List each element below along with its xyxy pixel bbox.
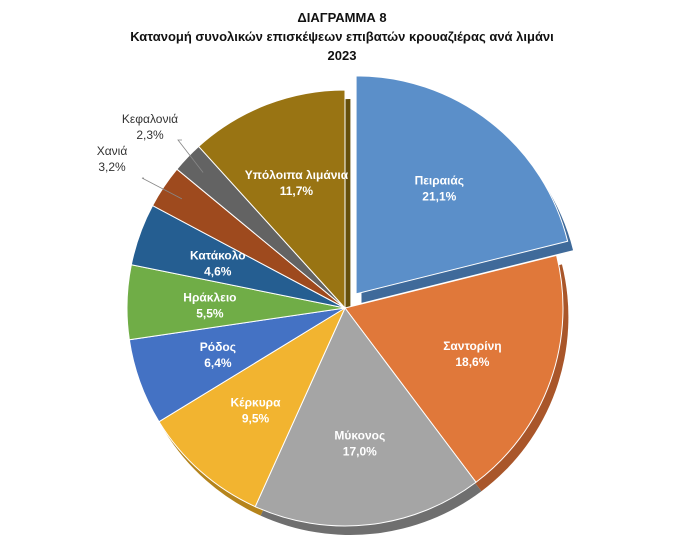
pie-slice-3-value-label: 17,0% xyxy=(343,444,377,458)
pie-slice-8-value-label: 3,2% xyxy=(98,160,126,174)
pie-slice-6-label: Ηράκλειο xyxy=(183,290,236,304)
pie-slice-10-label: Υπόλοιπα λιμάνια xyxy=(245,168,349,182)
pie-slice-1-label: Πειραιάς xyxy=(415,173,464,187)
pie-slice-4-value-label: 9,5% xyxy=(242,411,270,425)
pie-slice-1 xyxy=(355,75,569,295)
pie-slice-1-value-label: 21,1% xyxy=(422,189,456,203)
chart-year: 2023 xyxy=(327,48,357,63)
pie-slice-9-leader-line xyxy=(177,139,204,173)
pie-slice-3 xyxy=(254,307,477,527)
pie-slice-2 xyxy=(344,254,564,483)
pie-slice-3-label: Μύκονος xyxy=(334,428,385,442)
leader-line-layer xyxy=(141,139,204,200)
chart-title: ΔΙΑΓΡΑΜΜΑ 8 xyxy=(297,10,387,25)
pie-slice-9-label: Κεφαλονιά xyxy=(122,112,178,126)
pie-slice-7-label: Κατάκολο xyxy=(190,248,246,262)
pie-slice-layer xyxy=(126,75,569,527)
pie-slice-9-value-label: 2,3% xyxy=(136,128,164,142)
pie-slice-5-label: Ρόδος xyxy=(200,340,236,354)
pie-slice-4 xyxy=(158,306,347,508)
pie-slice-8-leader-line xyxy=(141,177,183,200)
pie-slice-8-label: Χανιά xyxy=(97,144,128,158)
pie-slice-4-label: Κέρκυρα xyxy=(231,395,282,409)
pie-slice-10 xyxy=(197,89,346,310)
chart-title-block: ΔΙΑΓΡΑΜΜΑ 8 Κατανομή συνολικών επισκέψεω… xyxy=(0,8,684,65)
pie-label-layer: Πειραιάς 21,1% Σαντορίνη 18,6% Μύκονος 17,0% Κ… xyxy=(97,112,502,458)
pie-slice-7-value-label: 4,6% xyxy=(204,264,232,278)
pie-slice-2-value-label: 18,6% xyxy=(455,355,489,369)
pie-slice-10-value-label: 11,7% xyxy=(280,184,314,198)
pie-slice-2-label: Σαντορίνη xyxy=(443,339,501,353)
chart-subtitle: Κατανομή συνολικών επισκέψεων επιβατών κ… xyxy=(130,29,554,44)
pie-slice-6-value-label: 5,5% xyxy=(196,306,224,320)
pie-slice-5-value-label: 6,4% xyxy=(204,356,232,370)
